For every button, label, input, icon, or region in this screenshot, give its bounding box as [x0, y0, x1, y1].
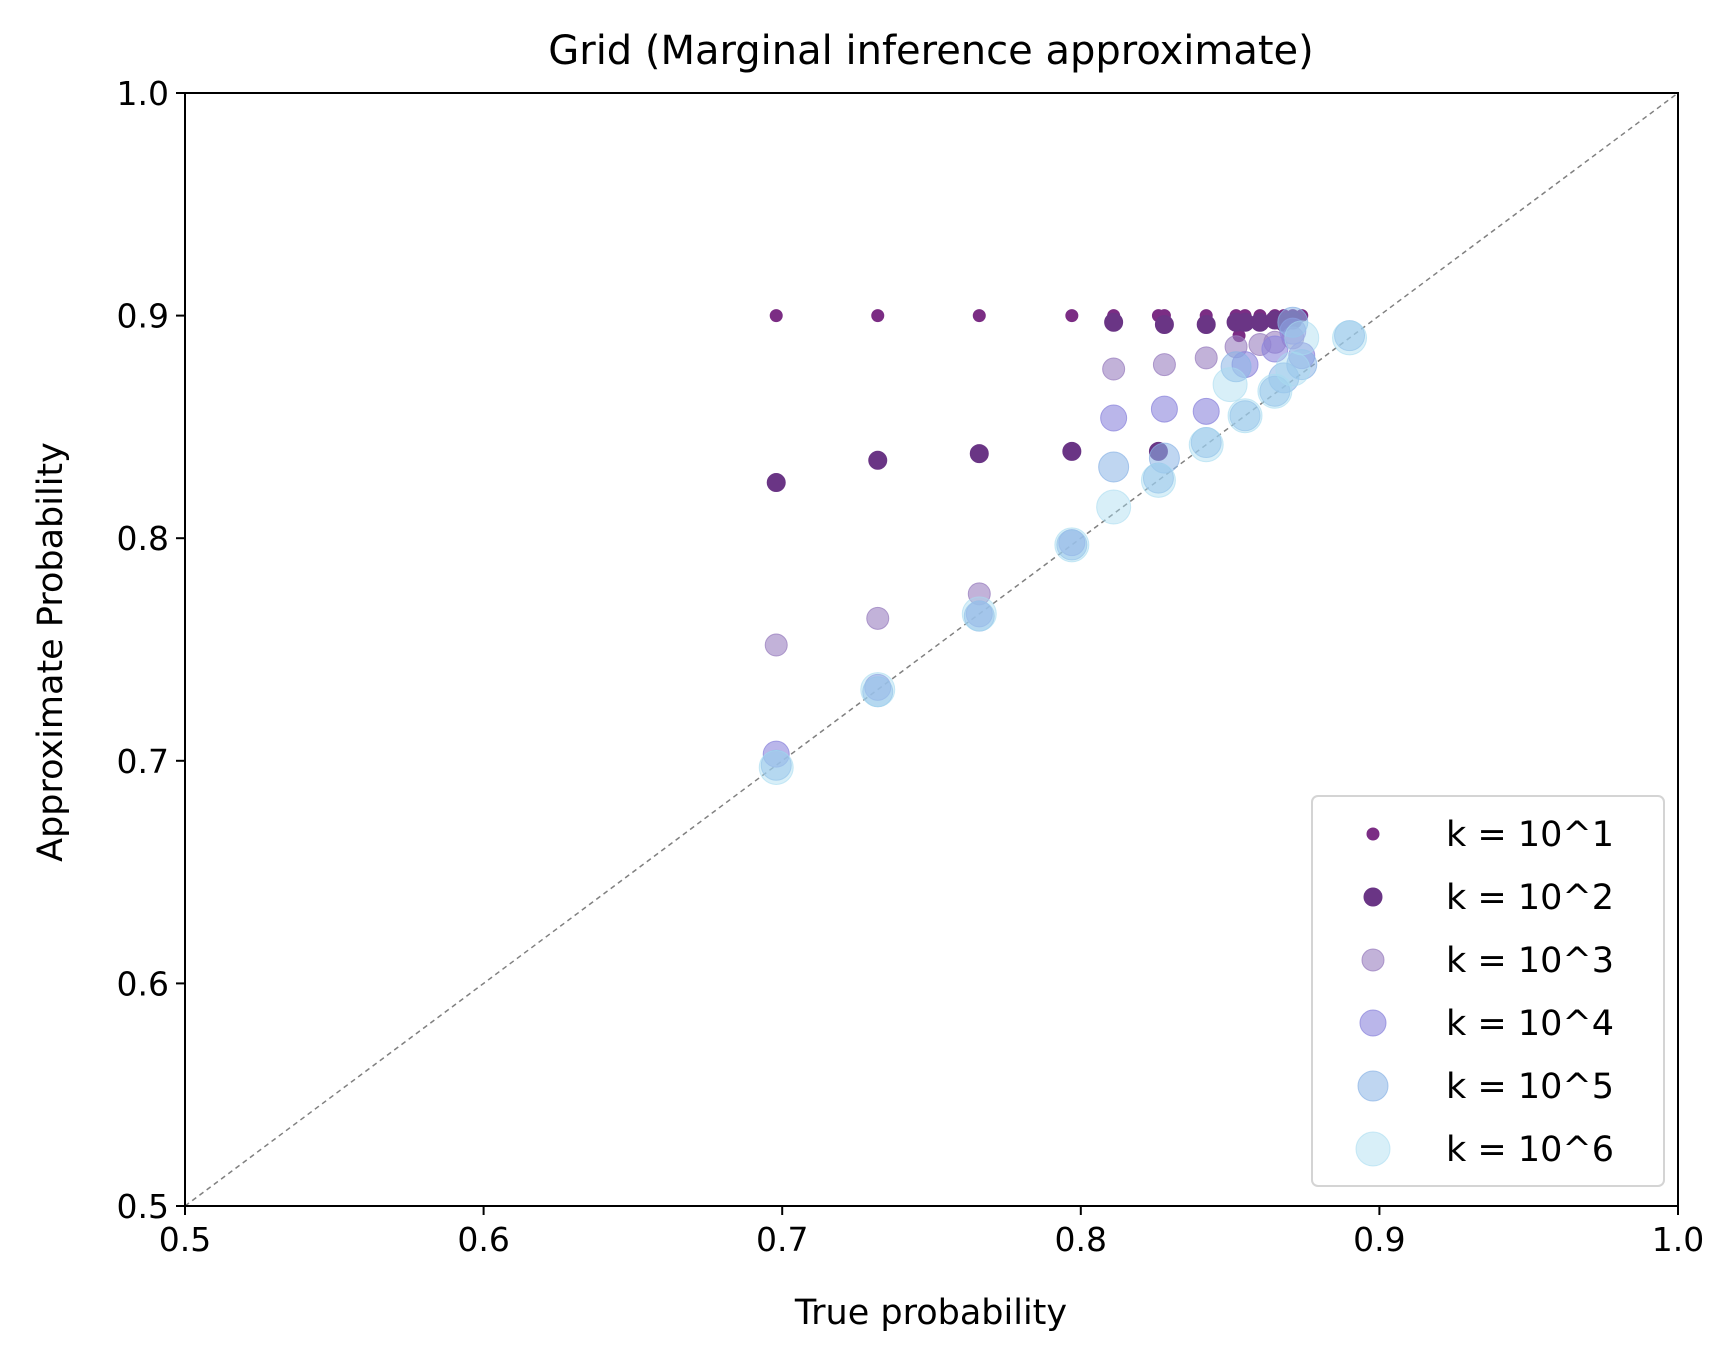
legend-marker — [1359, 1009, 1387, 1037]
legend-label: k = 10^3 — [1446, 941, 1614, 981]
legend: k = 10^1 k = 10^2 k = 10^3 k = 10^4 k = 10^5… — [1311, 795, 1665, 1187]
data-point — [961, 596, 997, 632]
data-point — [1192, 397, 1220, 425]
y-tick-label: 0.8 — [117, 519, 169, 558]
data-point — [766, 473, 786, 493]
data-point — [868, 450, 888, 470]
data-point — [1056, 529, 1088, 561]
legend-marker — [1366, 827, 1380, 841]
data-point — [1284, 320, 1320, 356]
plot-area — [184, 92, 1679, 1207]
data-point — [1140, 462, 1176, 498]
x-axis-label: True probability — [794, 1293, 1067, 1333]
data-point — [1148, 442, 1180, 474]
data-point — [1188, 427, 1224, 463]
data-point — [764, 633, 788, 657]
data-point — [1275, 351, 1311, 387]
axes: 0.5 0.6 0.7 0.8 0.9 1.0 0.5 0.6 0.7 0.8 0.9 1.0 — [117, 74, 1705, 1259]
data-point — [860, 672, 896, 708]
chart-title: Grid (Marginal inference approximate) — [548, 28, 1314, 74]
data-point — [1229, 400, 1261, 432]
legend-label: k = 10^1 — [1446, 815, 1614, 855]
x-tick-label: 0.6 — [457, 1220, 509, 1259]
x-tick-label: 0.7 — [756, 1220, 808, 1259]
data-point — [1152, 353, 1176, 377]
data-point — [758, 749, 794, 785]
data-point — [1098, 451, 1130, 483]
data-point — [871, 309, 885, 323]
data-point — [1196, 315, 1216, 335]
data-point — [866, 606, 890, 630]
x-tick-label: 0.9 — [1353, 1220, 1405, 1259]
y-tick-label: 0.7 — [117, 742, 169, 781]
x-tick-label: 0.5 — [159, 1220, 211, 1259]
legend-box — [1311, 795, 1665, 1187]
series-6 — [758, 320, 1368, 785]
legend-marker — [1355, 1131, 1391, 1167]
legend-marker — [1361, 948, 1385, 972]
data-point — [969, 444, 989, 464]
axes-frame — [184, 92, 1679, 1207]
data-point — [1102, 357, 1126, 381]
legend-label: k = 10^4 — [1446, 1004, 1614, 1044]
data-point — [769, 309, 783, 323]
data-point — [1096, 489, 1132, 525]
data-point — [1261, 335, 1289, 363]
data-point — [1212, 367, 1248, 403]
y-tick-label: 0.5 — [117, 1187, 169, 1226]
x-tick-label: 0.8 — [1055, 1220, 1107, 1259]
y-axis-label: Approximate Probability — [31, 442, 71, 862]
legend-marker — [1357, 1070, 1389, 1102]
data-point — [1054, 527, 1090, 563]
legend-marker — [1363, 887, 1383, 907]
data-point — [1194, 346, 1218, 370]
data-point — [1104, 312, 1124, 332]
data-point — [1065, 309, 1079, 323]
data-point — [1227, 398, 1263, 434]
data-point — [1100, 404, 1128, 432]
diagonal-reference-line — [184, 92, 1679, 1207]
legend-label: k = 10^6 — [1446, 1130, 1614, 1170]
data-point — [972, 309, 986, 323]
legend-label: k = 10^5 — [1446, 1067, 1614, 1107]
y-tick-label: 1.0 — [117, 74, 169, 113]
data-point — [1062, 441, 1082, 461]
y-tick-label: 0.6 — [117, 964, 169, 1003]
data-point — [1332, 320, 1368, 356]
x-tick-label: 1.0 — [1652, 1220, 1704, 1259]
legend-label: k = 10^2 — [1446, 878, 1614, 918]
y-tick-label: 0.9 — [117, 297, 169, 336]
data-point — [1154, 315, 1174, 335]
data-point — [1150, 395, 1178, 423]
